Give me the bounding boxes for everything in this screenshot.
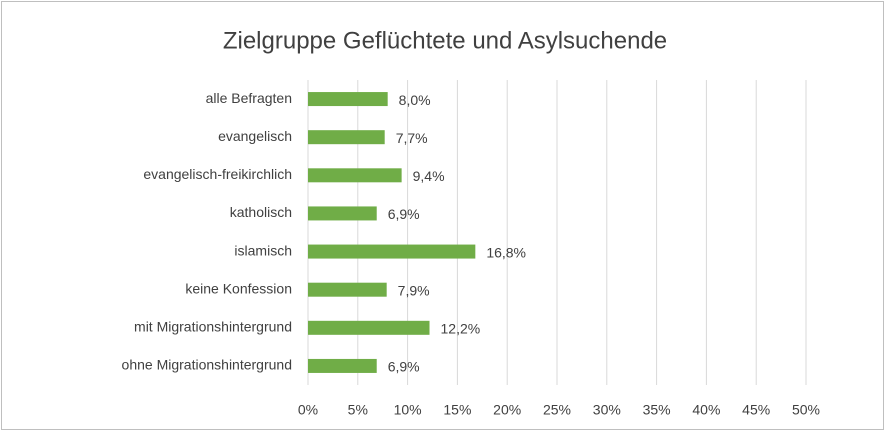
bar: [308, 320, 430, 335]
data-label: 12,2%: [441, 321, 481, 337]
bar: [308, 282, 387, 297]
data-label: 6,9%: [388, 206, 420, 222]
data-label: 8,0%: [399, 92, 431, 108]
data-label: 9,4%: [413, 168, 445, 184]
bar: [308, 244, 476, 259]
x-tick-label: 35%: [643, 402, 671, 418]
x-tick-label: 20%: [493, 402, 521, 418]
data-label: 16,8%: [486, 244, 526, 260]
x-tick-label: 15%: [443, 402, 471, 418]
y-tick-label: mit Migrationshintergrund: [134, 319, 292, 335]
x-tick-label: 25%: [543, 402, 571, 418]
y-tick-label: islamisch: [234, 242, 292, 258]
bar: [308, 206, 377, 221]
y-tick-label: evangelisch: [218, 128, 292, 144]
x-tick-label: 30%: [593, 402, 621, 418]
x-tick-label: 5%: [348, 402, 368, 418]
y-tick-label: ohne Migrationshintergrund: [122, 357, 292, 373]
x-tick-label: 45%: [742, 402, 770, 418]
chart-title: Zielgruppe Geflüchtete und Asylsuchende: [223, 27, 667, 54]
x-tick-label: 40%: [692, 402, 720, 418]
y-tick-label: keine Konfession: [185, 280, 292, 296]
x-tick-label: 10%: [394, 402, 422, 418]
bar: [308, 92, 388, 107]
data-label: 6,9%: [388, 359, 420, 375]
bar: [308, 168, 402, 183]
data-label: 7,7%: [396, 130, 428, 146]
y-tick-label: katholisch: [230, 204, 292, 220]
x-tick-label: 50%: [792, 402, 820, 418]
y-tick-label: evangelisch-freikirchlich: [143, 166, 292, 182]
x-tick-label: 0%: [298, 402, 318, 418]
y-tick-label: alle Befragten: [206, 90, 292, 106]
data-label: 7,9%: [398, 282, 430, 298]
bar: [308, 130, 385, 145]
bar: [308, 358, 377, 373]
